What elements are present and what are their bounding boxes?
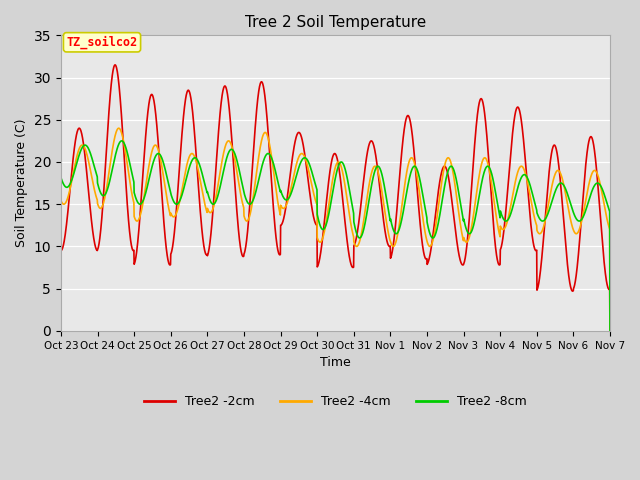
Tree2 -2cm	[606, 328, 614, 334]
Tree2 -8cm	[57, 175, 65, 180]
Tree2 -4cm	[57, 198, 65, 204]
Tree2 -8cm	[495, 210, 503, 216]
Line: Tree2 -8cm: Tree2 -8cm	[61, 141, 610, 331]
Tree2 -4cm	[351, 242, 359, 248]
Line: Tree2 -4cm: Tree2 -4cm	[61, 128, 610, 331]
Tree2 -4cm	[606, 328, 614, 334]
Tree2 -4cm	[364, 193, 371, 199]
Line: Tree2 -2cm: Tree2 -2cm	[61, 65, 610, 331]
Tree2 -2cm	[495, 262, 503, 268]
Tree2 -4cm	[115, 125, 122, 131]
Tree2 -2cm	[573, 267, 580, 273]
Title: Tree 2 Soil Temperature: Tree 2 Soil Temperature	[244, 15, 426, 30]
Tree2 -4cm	[558, 174, 566, 180]
Tree2 -8cm	[118, 138, 125, 144]
Tree2 -8cm	[573, 216, 580, 222]
Tree2 -4cm	[495, 230, 503, 236]
Tree2 -2cm	[558, 192, 566, 198]
Tree2 -2cm	[364, 150, 371, 156]
Tree2 -8cm	[558, 180, 566, 186]
Tree2 -8cm	[351, 226, 359, 232]
Tree2 -2cm	[57, 248, 65, 253]
Y-axis label: Soil Temperature (C): Soil Temperature (C)	[15, 119, 28, 247]
X-axis label: Time: Time	[320, 356, 351, 369]
Tree2 -8cm	[606, 328, 614, 334]
Legend: Tree2 -2cm, Tree2 -4cm, Tree2 -8cm: Tree2 -2cm, Tree2 -4cm, Tree2 -8cm	[139, 390, 532, 413]
Tree2 -2cm	[211, 190, 218, 196]
Tree2 -8cm	[364, 208, 371, 214]
Tree2 -8cm	[211, 201, 218, 206]
Tree2 -2cm	[111, 62, 119, 68]
Tree2 -2cm	[351, 239, 359, 245]
Tree2 -4cm	[573, 231, 580, 237]
Tree2 -4cm	[211, 202, 218, 207]
Text: TZ_soilco2: TZ_soilco2	[67, 36, 138, 49]
